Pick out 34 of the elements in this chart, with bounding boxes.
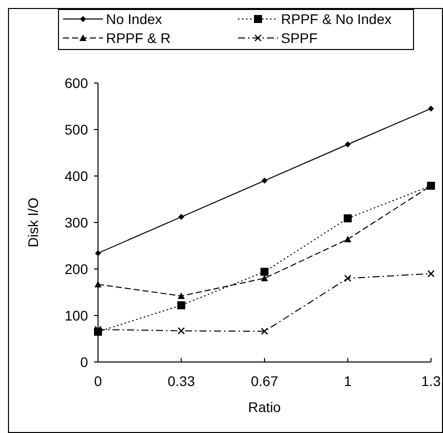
point xyxy=(344,274,352,282)
point xyxy=(427,270,435,278)
y-tick-label: 500 xyxy=(64,121,88,138)
x-tick-label: 0 xyxy=(94,373,102,389)
x-tick-label: 0.67 xyxy=(250,373,278,389)
point xyxy=(262,178,268,184)
x-tick-label: 0.33 xyxy=(168,373,196,389)
point xyxy=(177,301,186,310)
legend-label: RPPF & R xyxy=(106,30,171,46)
y-tick-label: 300 xyxy=(64,214,88,230)
y-tick-label: 200 xyxy=(64,260,88,277)
point xyxy=(344,141,351,148)
y-tick-label: 400 xyxy=(64,168,88,184)
y-tick-label: 100 xyxy=(64,307,88,324)
point xyxy=(94,280,102,288)
point xyxy=(344,214,352,222)
x-axis-title: Ratio xyxy=(248,399,282,415)
x-tick-label: 1.3 xyxy=(421,373,441,389)
y-tick-label: 0 xyxy=(80,354,88,370)
legend-label: No Index xyxy=(106,10,162,27)
point xyxy=(260,268,268,276)
x-tick-label: 1 xyxy=(344,373,352,389)
point xyxy=(178,327,185,334)
y-tick-label: 600 xyxy=(64,74,88,91)
point xyxy=(261,274,268,282)
point xyxy=(344,236,352,242)
point xyxy=(178,214,184,220)
y-axis-title: Disk I/O xyxy=(25,198,41,248)
legend-label: RPPF & No Index xyxy=(281,10,392,27)
point xyxy=(178,292,185,299)
legend-label: SPPF xyxy=(281,30,318,46)
point xyxy=(95,250,101,256)
point xyxy=(428,106,434,112)
point xyxy=(260,328,268,335)
